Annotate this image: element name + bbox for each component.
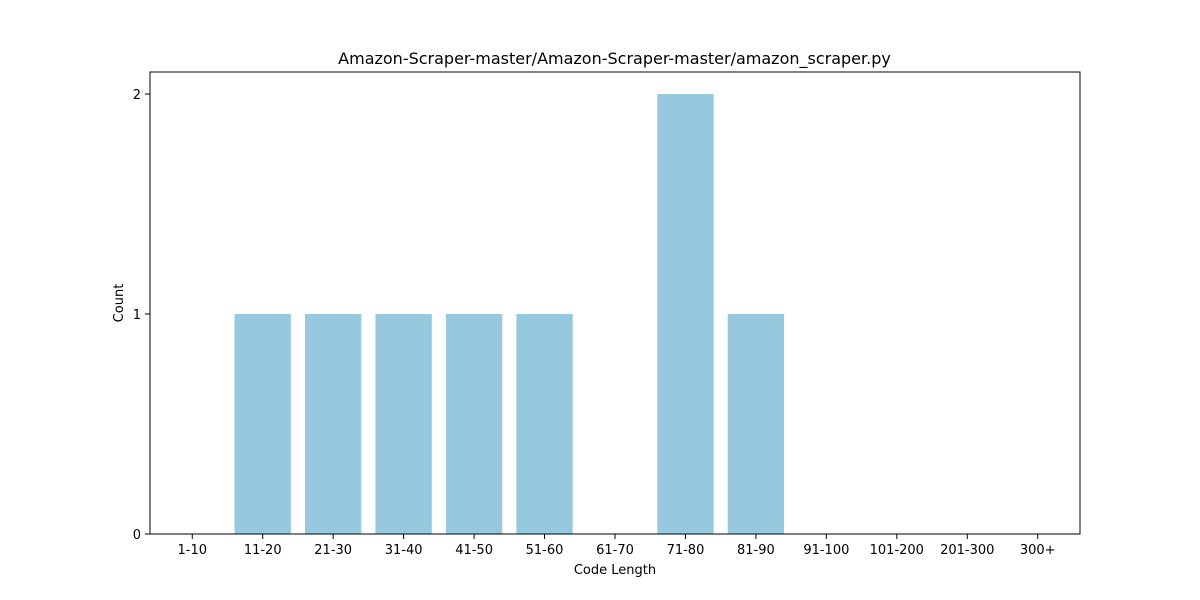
x-tick-label: 11-20 <box>244 543 282 558</box>
x-tick-label: 21-30 <box>314 543 352 558</box>
bar-51-60 <box>516 314 573 534</box>
x-tick-label: 61-70 <box>596 543 634 558</box>
x-axis-label: Code Length <box>574 563 656 578</box>
x-axis: 1-10 11-20 21-30 31-40 41-50 51-60 61-70 71-80 8… <box>178 534 1056 558</box>
y-tick-label: 1 <box>133 308 141 323</box>
x-tick-label: 71-80 <box>667 543 705 558</box>
x-tick-label: 31-40 <box>385 543 423 558</box>
bar-21-30 <box>305 314 362 534</box>
x-tick-label: 51-60 <box>526 543 564 558</box>
x-tick-label: 1-10 <box>178 543 208 558</box>
bar-81-90 <box>727 314 785 534</box>
y-tick-label: 0 <box>133 528 141 543</box>
x-tick-label: 101-200 <box>870 543 924 558</box>
y-axis: 0 1 2 <box>133 88 150 543</box>
x-tick-label: 300+ <box>1020 543 1056 558</box>
bar-11-20 <box>234 314 291 534</box>
bar-71-80 <box>657 94 714 534</box>
bars-group <box>234 94 785 534</box>
bar-41-50 <box>445 314 503 534</box>
x-tick-label: 81-90 <box>737 543 775 558</box>
x-tick-label: 41-50 <box>455 543 493 558</box>
x-tick-label: 91-100 <box>803 543 849 558</box>
y-axis-label: Count <box>112 284 127 323</box>
y-tick-label: 2 <box>133 88 141 103</box>
x-tick-label: 201-300 <box>940 543 994 558</box>
chart-title: Amazon-Scraper-master/Amazon-Scraper-mas… <box>338 49 891 69</box>
bar-31-40 <box>375 314 432 534</box>
